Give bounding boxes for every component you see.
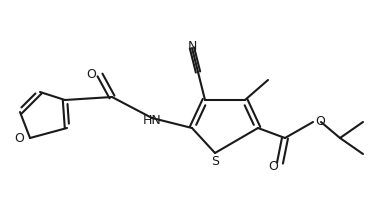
Text: N: N <box>187 40 197 53</box>
Text: O: O <box>315 114 325 128</box>
Text: O: O <box>268 161 278 173</box>
Text: HN: HN <box>143 113 161 127</box>
Text: S: S <box>211 155 219 168</box>
Text: O: O <box>14 131 24 145</box>
Text: O: O <box>86 68 96 81</box>
